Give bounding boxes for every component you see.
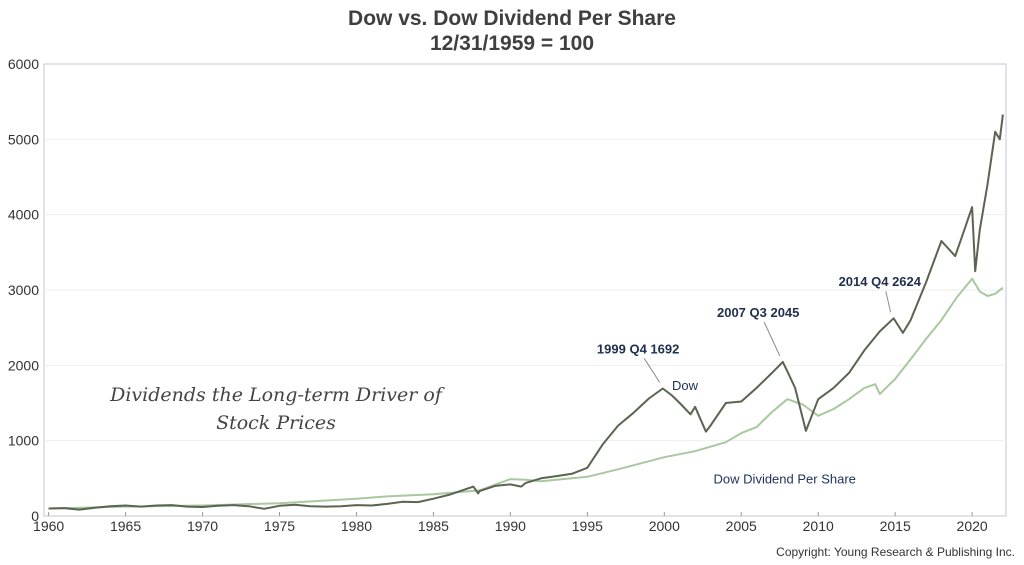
annotation-leader (763, 321, 781, 357)
x-tick-label: 1975 (264, 518, 295, 534)
chart-subtitle: 12/31/1959 = 100 (429, 32, 595, 55)
series-dow-dividend-per-share-line (48, 277, 1004, 510)
copyright-text: Copyright: Young Research & Publishing I… (776, 545, 1015, 559)
series-dow-line (48, 114, 1004, 511)
x-tick-label: 1995 (572, 518, 603, 534)
x-tick-label: 1960 (33, 518, 64, 534)
annotation-label: 2014 Q4 2624 (839, 274, 922, 289)
x-tick-label: 2015 (880, 518, 911, 534)
axis-ticks: 0 1000 2000 3000 4000 5000 6000 1960 1965 1970 197… (8, 56, 988, 534)
y-tick-label: 6000 (8, 56, 39, 72)
series-label: Dow Dividend Per Share (714, 472, 856, 487)
chart-note: Dividends the Long-term Driver of Stock … (109, 384, 445, 434)
x-tick-label: 2010 (803, 518, 834, 534)
annotation-label: 1999 Q4 1692 (597, 341, 679, 356)
x-tick-label: 1985 (418, 518, 449, 534)
x-tick-label: 1980 (341, 518, 372, 534)
x-tick-label: 1990 (495, 518, 526, 534)
y-tick-label: 5000 (8, 131, 39, 147)
x-tick-label: 1970 (187, 518, 218, 534)
grid-lines (44, 138, 1006, 442)
y-tick-label: 3000 (8, 282, 39, 298)
y-tick-label: 4000 (8, 207, 39, 223)
note-line-1: Dividends the Long-term Driver of (109, 384, 445, 406)
y-tick-label: 1000 (8, 433, 39, 449)
annotation-leader (885, 291, 892, 313)
annotation-leader (643, 358, 661, 383)
series-label: Dow (672, 378, 699, 393)
x-tick-label: 2000 (649, 518, 680, 534)
chart-title: Dow vs. Dow Dividend Per Share (348, 7, 676, 30)
annotation-label: 2007 Q3 2045 (717, 305, 799, 320)
x-tick-label: 2020 (957, 518, 988, 534)
y-tick-label: 2000 (8, 357, 39, 373)
chart-title-block: Dow vs. Dow Dividend Per Share 12/31/195… (0, 6, 1024, 56)
x-tick-label: 2005 (726, 518, 757, 534)
note-line-2: Stock Prices (216, 412, 336, 434)
annotations: 1999 Q4 1692 2007 Q3 2045 2014 Q4 2624 Dow D… (597, 274, 922, 486)
series-lines (48, 114, 1004, 511)
x-tick-label: 1965 (110, 518, 141, 534)
y-tick-label: 0 (31, 508, 39, 524)
